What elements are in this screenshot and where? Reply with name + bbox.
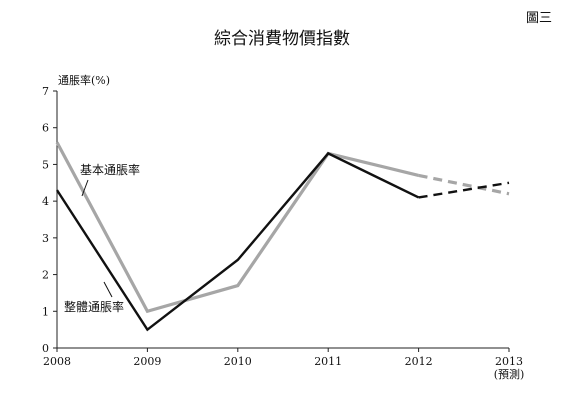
y-tick-label: 5 [42,158,49,171]
series-forecast-line-1 [418,173,510,196]
y-tick-label: 2 [42,269,49,282]
y-tick-label: 1 [42,305,49,318]
x-tick-label: 2008 [43,355,71,368]
y-axis-label: 通脹率(%) [58,73,110,87]
y-tick-label: 7 [42,85,49,98]
series-label-headline: 整體通脹率 [64,299,124,314]
x-tick-label: 2012 [405,355,433,368]
y-tick-label: 6 [42,122,49,135]
x-tick-label: 2010 [224,355,252,368]
x-tick-sublabel: (預測) [494,367,525,381]
series-line-1 [55,141,419,314]
series-label-core: 基本通脹率 [80,162,140,177]
y-tick-label: 3 [42,232,49,245]
series-layer [55,141,510,332]
leader-line-core [81,179,89,197]
x-tick-label: 2013 [495,355,523,368]
axes: 0 1 2 3 4 5 6 7 2008 2009 2010 2011 2012 2013(預測) [42,85,524,381]
series-line-2 [55,151,420,332]
series-forecast-line-2 [418,181,510,199]
chart-title: 綜合消費物價指數 [214,29,350,49]
leader-line-headline [103,281,113,298]
x-tick-label: 2011 [314,355,342,368]
y-tick-label: 4 [42,195,49,208]
y-tick-label: 0 [42,342,49,355]
figure-label: 圖三 [526,11,552,26]
x-tick-label: 2009 [133,355,161,368]
